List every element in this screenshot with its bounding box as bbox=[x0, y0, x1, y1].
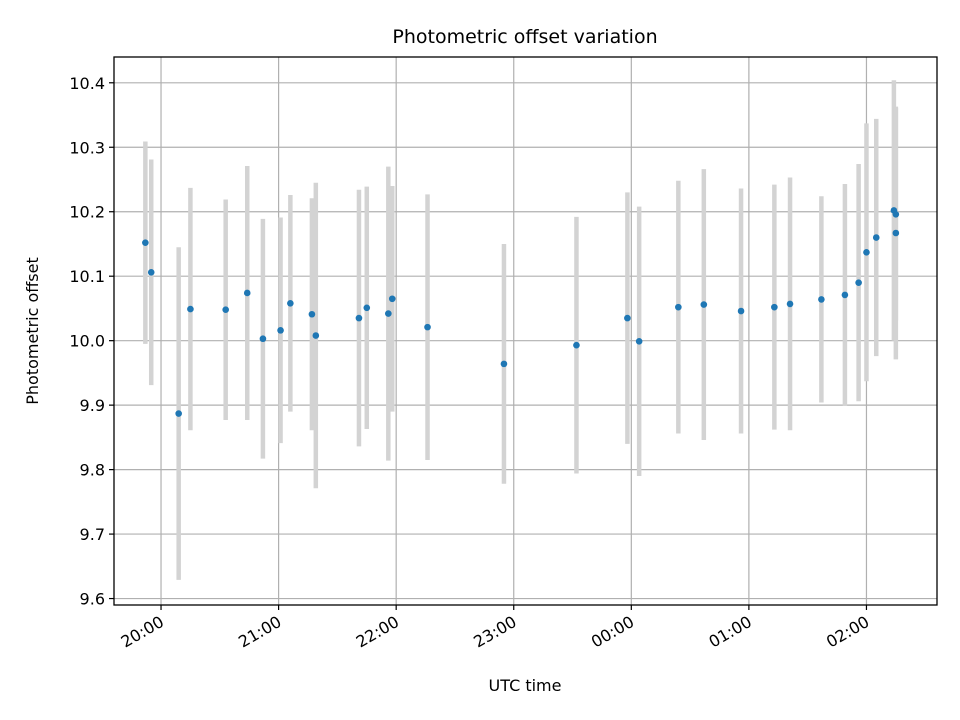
data-point bbox=[187, 305, 194, 313]
data-points bbox=[142, 207, 900, 417]
y-tick-label: 9.9 bbox=[80, 396, 105, 415]
data-point bbox=[786, 300, 794, 308]
y-tick-label: 10.4 bbox=[69, 74, 105, 93]
data-point bbox=[700, 301, 708, 308]
y-tick-label: 9.8 bbox=[80, 461, 105, 480]
data-point bbox=[259, 335, 267, 343]
data-point bbox=[892, 211, 900, 218]
data-point bbox=[892, 229, 900, 237]
data-point bbox=[424, 323, 431, 331]
data-point bbox=[363, 304, 371, 312]
y-tick-label: 9.6 bbox=[80, 590, 105, 609]
grid bbox=[114, 57, 937, 605]
data-point bbox=[312, 332, 320, 339]
chart-title: Photometric offset variation bbox=[392, 26, 657, 48]
data-point bbox=[385, 310, 392, 317]
data-point bbox=[818, 296, 825, 303]
y-tick-label: 10.3 bbox=[69, 138, 105, 157]
data-point bbox=[855, 279, 862, 286]
data-point bbox=[222, 306, 229, 314]
data-point bbox=[308, 310, 316, 318]
y-tick-label: 9.7 bbox=[80, 525, 105, 544]
x-axis-label: UTC time bbox=[489, 676, 562, 695]
data-point bbox=[243, 289, 251, 297]
data-point bbox=[388, 295, 396, 303]
y-tick-label: 10.0 bbox=[69, 332, 105, 351]
data-point bbox=[175, 410, 182, 417]
data-point bbox=[737, 307, 745, 315]
y-tick-label: 10.2 bbox=[69, 203, 105, 222]
data-point bbox=[675, 303, 682, 311]
data-point bbox=[287, 299, 294, 307]
data-point bbox=[771, 303, 778, 311]
data-point bbox=[624, 314, 631, 322]
data-point bbox=[500, 360, 508, 368]
plot-frame bbox=[113, 56, 938, 606]
y-axis-label: Photometric offset bbox=[23, 257, 42, 405]
data-point bbox=[355, 314, 363, 322]
data-point bbox=[573, 341, 580, 349]
y-tick-label: 10.1 bbox=[69, 267, 105, 286]
data-point bbox=[841, 291, 849, 299]
data-point bbox=[872, 234, 880, 241]
data-point bbox=[863, 249, 870, 256]
data-point bbox=[277, 327, 284, 334]
data-point bbox=[147, 269, 155, 276]
data-point bbox=[635, 338, 643, 345]
data-point bbox=[142, 239, 149, 246]
